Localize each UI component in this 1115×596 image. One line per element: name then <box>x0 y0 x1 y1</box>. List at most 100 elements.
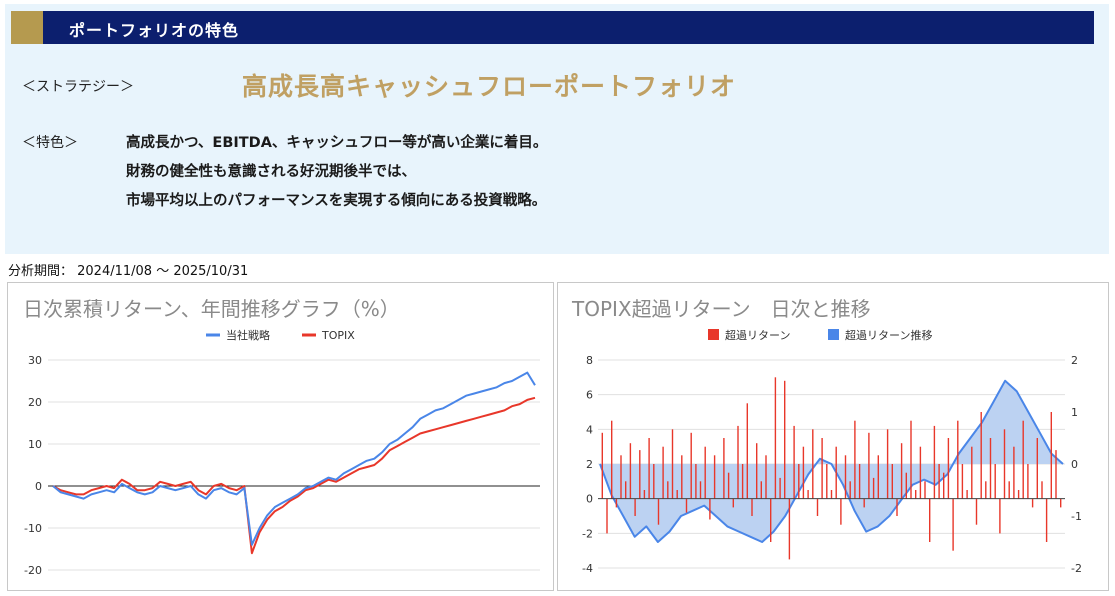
bar <box>1017 490 1020 499</box>
y2-tick-label: -1 <box>1071 510 1082 523</box>
bar <box>629 443 632 499</box>
bar <box>938 464 940 499</box>
y-tick-label: 6 <box>586 389 593 402</box>
bar <box>611 420 613 499</box>
bar <box>784 380 786 499</box>
bar <box>1050 412 1052 499</box>
bar <box>1055 450 1057 499</box>
bar <box>667 481 669 499</box>
features-label: ＜特色＞ <box>22 135 78 151</box>
bar <box>868 432 870 499</box>
bar <box>952 498 954 551</box>
section-title: ポートフォリオの特色 <box>69 21 240 40</box>
bar <box>788 498 791 560</box>
bar <box>802 446 805 499</box>
bar <box>840 498 842 525</box>
bar <box>676 490 678 499</box>
bar <box>1013 446 1015 499</box>
cumulative-return-chart: 30 20 10 0 -10 -20 当社戦略 TOPIX <box>24 328 540 577</box>
bar <box>671 429 674 499</box>
bar <box>615 498 618 508</box>
strategy-label: ＜ストラテジー＞ <box>22 79 134 95</box>
bar <box>961 464 964 499</box>
bar <box>741 464 744 499</box>
chart-title: 日次累積リターン、年間推移グラフ（%） <box>23 297 400 321</box>
y-tick-label: 20 <box>28 396 42 409</box>
bar <box>910 420 912 499</box>
bar <box>695 464 697 499</box>
y-tick-label: 0 <box>35 480 42 493</box>
bar <box>989 438 992 499</box>
bar <box>751 498 753 516</box>
bar <box>854 420 856 499</box>
bar <box>905 472 907 499</box>
bar <box>774 377 777 499</box>
y-tick-label: 2 <box>586 458 593 471</box>
bar <box>835 446 837 499</box>
y2-tick-label: -2 <box>1071 562 1082 575</box>
bar <box>1041 481 1043 499</box>
bar <box>765 455 767 499</box>
y-tick-label: -4 <box>582 562 593 575</box>
bar <box>971 446 973 499</box>
bar <box>929 498 931 542</box>
analysis-period: 分析期間： 2024/11/08 〜 2025/10/31 <box>8 264 249 279</box>
feature-line-3: 市場平均以上のパフォーマンスを実現する傾向にある投資戦略。 <box>126 193 547 209</box>
bar <box>634 498 636 516</box>
y2-tick-label: 1 <box>1071 406 1078 419</box>
bar <box>657 498 660 525</box>
bar <box>648 438 650 499</box>
y-tick-label: 0 <box>586 493 593 506</box>
bar <box>779 477 781 499</box>
bar <box>727 472 730 499</box>
legend-label: 超過リターン推移 <box>845 328 932 342</box>
bar <box>915 490 917 499</box>
bar <box>601 432 603 499</box>
bar <box>685 498 688 513</box>
bar <box>704 446 706 499</box>
bar <box>1045 498 1048 542</box>
bar <box>966 490 968 499</box>
bar <box>919 446 922 499</box>
y-tick-label: 30 <box>28 354 42 367</box>
bar <box>947 438 950 499</box>
bar <box>639 450 641 499</box>
bar <box>943 472 945 499</box>
strategy-name: 高成長高キャッシュフローポートフォリオ <box>242 72 737 101</box>
bar <box>709 498 711 520</box>
bar <box>844 455 847 499</box>
bar <box>821 438 823 499</box>
chart-title: TOPIX超過リターン 日次と推移 <box>572 297 871 321</box>
legend-label: 超過リターン <box>725 328 790 342</box>
bar <box>980 412 982 499</box>
y2-tick-label: 0 <box>1071 458 1078 471</box>
feature-line-1: 高成長かつ、EBITDA、キャッシュフロー等が高い企業に着目。 <box>126 135 548 151</box>
series-line <box>599 379 1064 543</box>
bar <box>826 464 828 499</box>
excess-return-chart: 8 6 4 2 0 -2 -4 2 1 0 -1 -2 超過リターン 超過リターン推移 <box>582 328 1082 575</box>
y-tick-label: -10 <box>24 522 42 535</box>
bar <box>713 455 716 499</box>
bar <box>760 481 762 499</box>
y-tick-label: -2 <box>582 527 593 540</box>
bar <box>863 498 865 508</box>
bar <box>606 498 608 534</box>
cumulative-return-chart-panel: 日次累積リターン、年間推移グラフ（%） 30 20 10 0 -10 -20 当社戦略 TOP… <box>7 282 554 591</box>
bar <box>723 438 725 499</box>
bar <box>798 464 800 499</box>
bar <box>662 446 664 499</box>
bar <box>1031 498 1034 508</box>
bar <box>746 403 748 499</box>
bar <box>872 477 875 499</box>
header-accent <box>11 11 43 44</box>
bar <box>830 490 833 499</box>
bar <box>793 425 795 499</box>
bar <box>975 498 978 525</box>
bar <box>699 481 702 499</box>
area-fill <box>600 380 1063 542</box>
bar <box>643 490 646 499</box>
bar <box>1022 420 1024 499</box>
legend-swatch <box>708 329 719 340</box>
bar <box>756 443 758 499</box>
bar <box>770 498 772 542</box>
